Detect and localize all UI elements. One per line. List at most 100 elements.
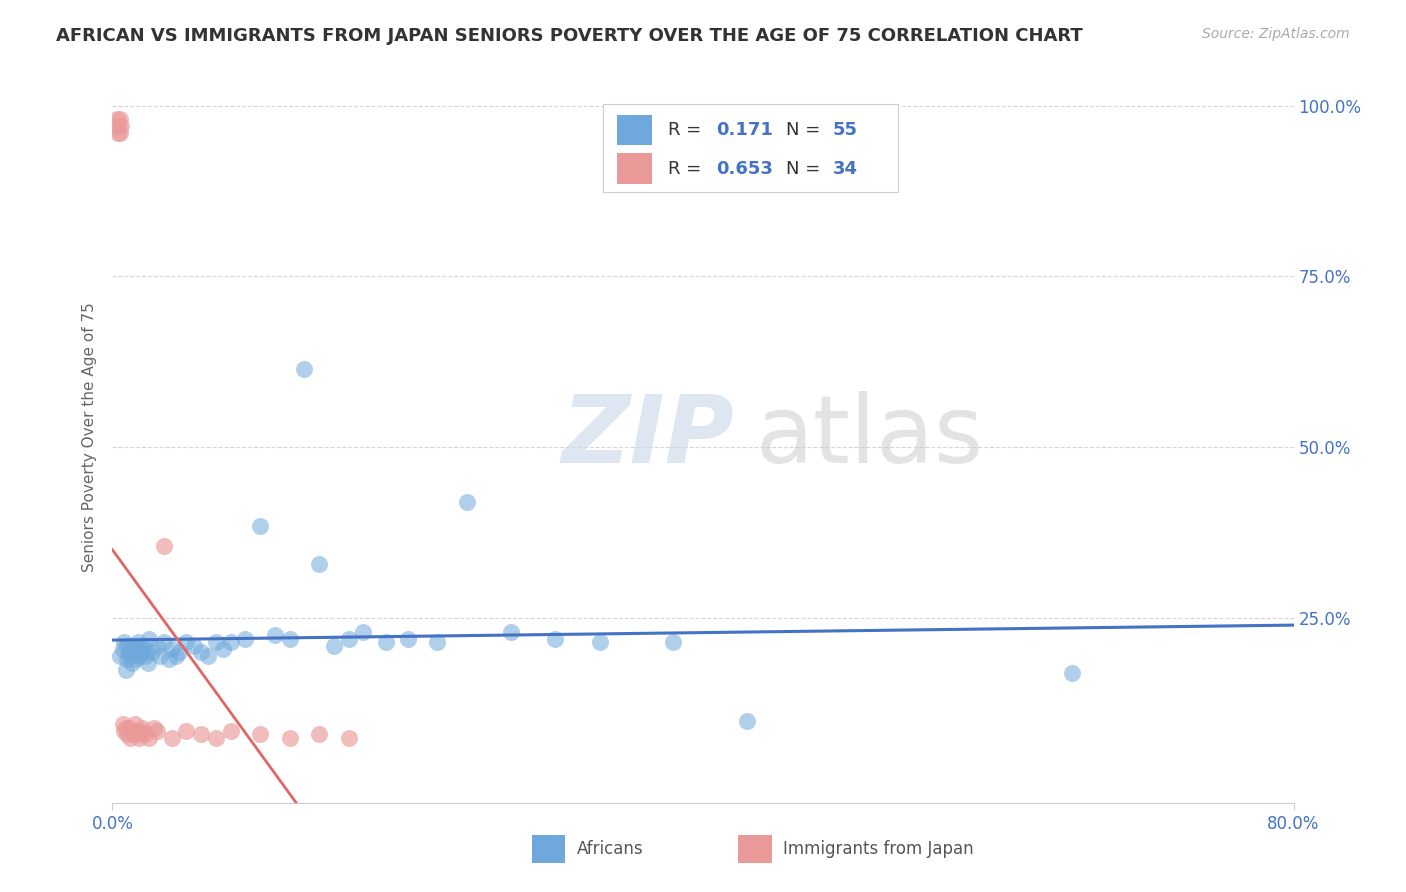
Point [1062, 665, 1084, 680]
Point [249, 519, 271, 533]
Point [117, 727, 138, 741]
Text: Source: ZipAtlas.com: Source: ZipAtlas.com [1202, 27, 1350, 41]
Point [128, 731, 150, 745]
Point [114, 721, 136, 735]
Point [138, 731, 160, 745]
Text: R =: R = [668, 160, 707, 178]
Text: Immigrants from Japan: Immigrants from Japan [783, 840, 974, 858]
Point [160, 731, 183, 745]
Point [219, 724, 242, 739]
Point [125, 724, 148, 739]
Point [197, 648, 219, 663]
Point [110, 119, 132, 133]
Point [396, 632, 419, 646]
Point [183, 639, 205, 653]
Point [456, 495, 478, 509]
Point [233, 632, 256, 646]
Point [112, 635, 135, 649]
Point [190, 727, 212, 741]
Text: Africans: Africans [576, 840, 644, 858]
Point [135, 645, 157, 659]
Point [323, 639, 346, 653]
FancyBboxPatch shape [617, 153, 652, 184]
Point [249, 727, 271, 741]
FancyBboxPatch shape [603, 104, 898, 192]
Point [142, 721, 165, 735]
Point [212, 642, 235, 657]
Point [337, 632, 360, 646]
Text: atlas: atlas [755, 391, 983, 483]
Point [136, 656, 159, 670]
Point [117, 652, 138, 666]
Point [108, 648, 131, 663]
Point [219, 635, 242, 649]
Point [141, 645, 163, 659]
Point [120, 731, 142, 745]
Point [138, 632, 160, 646]
Point [124, 642, 146, 657]
Point [107, 119, 129, 133]
Text: 34: 34 [832, 160, 858, 178]
Point [111, 642, 134, 657]
FancyBboxPatch shape [738, 835, 772, 863]
Point [278, 632, 301, 646]
Y-axis label: Seniors Poverty Over the Age of 75: Seniors Poverty Over the Age of 75 [82, 302, 97, 572]
Point [127, 727, 149, 741]
Point [160, 642, 183, 657]
Text: 0.171: 0.171 [716, 121, 773, 139]
Point [157, 652, 180, 666]
Text: ZIP: ZIP [561, 391, 734, 483]
FancyBboxPatch shape [617, 114, 652, 145]
Point [111, 717, 134, 731]
FancyBboxPatch shape [531, 835, 565, 863]
Point [662, 635, 685, 649]
Point [337, 731, 360, 745]
Point [125, 652, 148, 666]
Point [153, 635, 176, 649]
Point [120, 648, 142, 663]
Point [134, 648, 156, 663]
Point [108, 126, 131, 140]
Point [117, 639, 138, 653]
Point [124, 717, 146, 731]
Text: N =: N = [786, 121, 825, 139]
Point [352, 624, 374, 639]
Point [308, 727, 330, 741]
Point [122, 639, 145, 653]
Point [501, 624, 523, 639]
Point [374, 635, 396, 649]
Point [118, 645, 141, 659]
Point [132, 639, 155, 653]
Point [131, 642, 153, 657]
Point [264, 628, 287, 642]
Point [174, 635, 197, 649]
Point [205, 731, 228, 745]
Point [167, 645, 190, 659]
Point [737, 714, 759, 728]
Text: AFRICAN VS IMMIGRANTS FROM JAPAN SENIORS POVERTY OVER THE AGE OF 75 CORRELATION : AFRICAN VS IMMIGRANTS FROM JAPAN SENIORS… [56, 27, 1083, 45]
Point [153, 540, 176, 554]
Text: 0.653: 0.653 [716, 160, 773, 178]
Point [121, 724, 143, 739]
Point [122, 727, 145, 741]
Point [127, 635, 149, 649]
Point [426, 635, 449, 649]
Point [129, 645, 152, 659]
Point [146, 639, 169, 653]
Point [308, 557, 330, 571]
Point [146, 724, 169, 739]
Point [131, 721, 153, 735]
Point [278, 731, 301, 745]
Text: N =: N = [786, 160, 825, 178]
Point [544, 632, 567, 646]
Point [149, 648, 172, 663]
Point [190, 645, 212, 659]
Point [108, 112, 131, 127]
Point [121, 656, 143, 670]
Point [134, 727, 156, 741]
Point [112, 724, 135, 739]
Point [129, 724, 152, 739]
Point [205, 635, 228, 649]
Point [114, 663, 136, 677]
Point [174, 724, 197, 739]
